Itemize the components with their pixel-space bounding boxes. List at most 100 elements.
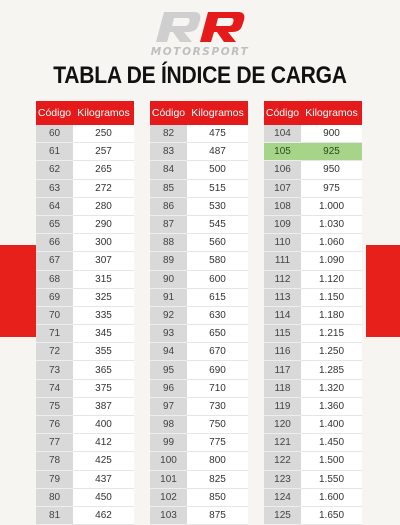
cell-kilograms: 1.060 (301, 234, 362, 253)
load-index-table-3: Código Kilogramos 104 900 105 925 106 950 107 975… (264, 101, 362, 525)
table-row: 120 1.400 (264, 416, 362, 435)
table-row: 78 425 (36, 452, 134, 471)
cell-load-code: 122 (264, 452, 301, 471)
cell-kilograms: 425 (73, 452, 134, 471)
table-row: 92 630 (150, 306, 248, 326)
table-row: 121 1.450 (264, 434, 362, 453)
cell-kilograms: 515 (187, 179, 248, 198)
cell-kilograms: 475 (187, 125, 248, 144)
rr-logo-mark (154, 10, 246, 44)
table-row: 64 280 (36, 197, 134, 216)
table-row: 82 475 (150, 125, 248, 144)
header-kilograms: Kilogramos (191, 107, 244, 119)
load-index-table-1: Código Kilogramos 60 250 61 257 62 265 63 272 64 28… (36, 101, 134, 525)
table-row: 77 412 (36, 434, 134, 453)
cell-kilograms: 1.650 (301, 506, 362, 525)
table-row: 83 487 (150, 143, 248, 162)
cell-kilograms: 387 (73, 397, 134, 416)
brand-wordmark: MOTORSPORT (150, 46, 250, 58)
cell-load-code: 60 (36, 125, 73, 144)
table-row-highlighted: 105 925 (264, 143, 362, 162)
cell-kilograms: 272 (73, 179, 134, 198)
cell-load-code: 118 (264, 379, 301, 398)
cell-kilograms: 1.450 (301, 434, 362, 453)
cell-kilograms: 1.400 (301, 416, 362, 435)
cell-kilograms: 1.500 (301, 452, 362, 471)
cell-kilograms: 355 (73, 343, 134, 362)
table-row: 97 730 (150, 397, 248, 416)
cell-load-code: 106 (264, 161, 301, 180)
cell-load-code: 120 (264, 416, 301, 435)
cell-kilograms: 400 (73, 416, 134, 435)
cell-load-code: 123 (264, 470, 301, 489)
cell-kilograms: 600 (187, 270, 248, 289)
cell-kilograms: 975 (301, 179, 362, 198)
cell-kilograms: 307 (73, 252, 134, 271)
table-row: 73 365 (36, 361, 134, 380)
header-code: Código (37, 107, 72, 119)
cell-kilograms: 257 (73, 143, 134, 162)
table-row: 110 1.060 (264, 234, 362, 253)
cell-kilograms: 315 (73, 270, 134, 289)
table-row: 111 1.090 (264, 252, 362, 271)
cell-kilograms: 545 (187, 215, 248, 235)
cell-load-code: 71 (36, 325, 73, 344)
cell-kilograms: 1.250 (301, 343, 362, 362)
table-row: 100 800 (150, 452, 248, 471)
cell-load-code: 111 (264, 252, 301, 271)
table-row: 98 750 (150, 416, 248, 435)
cell-load-code: 108 (264, 197, 301, 216)
table-row: 102 850 (150, 488, 248, 507)
cell-load-code: 85 (150, 179, 187, 198)
cell-load-code: 89 (150, 252, 187, 271)
table-row: 93 650 (150, 325, 248, 344)
cell-load-code: 125 (264, 506, 301, 525)
cell-load-code: 104 (264, 125, 301, 144)
table-row: 69 325 (36, 288, 134, 307)
table-row: 81 462 (36, 506, 134, 525)
table-row: 122 1.500 (264, 452, 362, 471)
table-row: 72 355 (36, 343, 134, 362)
table-row: 61 257 (36, 143, 134, 162)
cell-kilograms: 487 (187, 143, 248, 162)
brand-logo: MOTORSPORT (0, 10, 400, 62)
table-row: 112 1.120 (264, 270, 362, 289)
table-row: 104 900 (264, 125, 362, 144)
cell-kilograms: 1.285 (301, 361, 362, 380)
cell-kilograms: 462 (73, 506, 134, 525)
cell-load-code: 121 (264, 434, 301, 453)
table-row: 84 500 (150, 161, 248, 180)
cell-load-code: 100 (150, 452, 187, 471)
cell-load-code: 75 (36, 397, 73, 416)
cell-kilograms: 615 (187, 288, 248, 307)
cell-kilograms: 1.320 (301, 379, 362, 398)
cell-kilograms: 925 (301, 143, 362, 162)
cell-load-code: 107 (264, 179, 301, 198)
table-row: 90 600 (150, 270, 248, 289)
cell-kilograms: 335 (73, 306, 134, 326)
cell-load-code: 115 (264, 325, 301, 344)
table-row: 101 825 (150, 470, 248, 489)
cell-load-code: 68 (36, 270, 73, 289)
table-row: 114 1.180 (264, 306, 362, 326)
cell-kilograms: 290 (73, 215, 134, 235)
cell-load-code: 110 (264, 234, 301, 253)
cell-kilograms: 690 (187, 361, 248, 380)
cell-load-code: 79 (36, 470, 73, 489)
table-row: 89 580 (150, 252, 248, 271)
cell-kilograms: 775 (187, 434, 248, 453)
cell-load-code: 124 (264, 488, 301, 507)
table-row: 117 1.285 (264, 361, 362, 380)
cell-load-code: 87 (150, 215, 187, 235)
red-band-right (366, 245, 400, 337)
cell-kilograms: 900 (301, 125, 362, 144)
cell-kilograms: 1.550 (301, 470, 362, 489)
cell-load-code: 96 (150, 379, 187, 398)
cell-load-code: 66 (36, 234, 73, 253)
cell-kilograms: 500 (187, 161, 248, 180)
table-header: Código Kilogramos (264, 101, 362, 125)
cell-kilograms: 1.600 (301, 488, 362, 507)
cell-load-code: 98 (150, 416, 187, 435)
cell-kilograms: 670 (187, 343, 248, 362)
cell-kilograms: 412 (73, 434, 134, 453)
